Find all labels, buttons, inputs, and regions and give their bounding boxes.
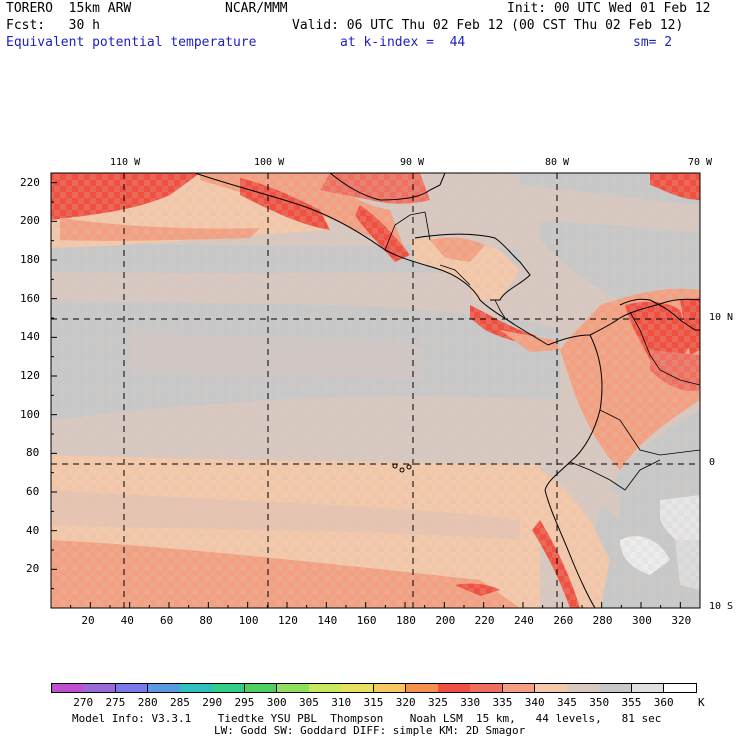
x-tick-label: 160 bbox=[356, 614, 377, 627]
colorbar-label: 350 bbox=[589, 696, 610, 709]
y-tick-label: 140 bbox=[20, 330, 40, 344]
x-tick-label: 120 bbox=[278, 614, 298, 627]
colorbar-label: 270 bbox=[73, 696, 94, 709]
colorbar-swatch bbox=[147, 683, 181, 693]
x-tick-label: 140 bbox=[317, 614, 338, 627]
colorbar-swatch bbox=[212, 683, 245, 693]
colorbar-swatch bbox=[180, 683, 213, 693]
colorbar-swatch bbox=[83, 683, 116, 693]
lon-label-100w: 100 W bbox=[254, 157, 285, 168]
colorbar-swatch bbox=[470, 683, 503, 693]
x-tick-label: 180 bbox=[396, 614, 416, 627]
field-name: Equivalent potential temperature bbox=[6, 35, 257, 50]
x-tick-label: 280 bbox=[592, 614, 613, 627]
y-tick-label: 180 bbox=[20, 253, 40, 266]
colorbar-unit: K bbox=[698, 696, 705, 709]
x-tick-label: 240 bbox=[514, 614, 534, 627]
plot-frame bbox=[50, 172, 701, 609]
y-tick-label: 40 bbox=[26, 523, 40, 537]
colorbar-label: 305 bbox=[299, 696, 319, 709]
country-borders bbox=[384, 211, 700, 491]
colorbar-label: 310 bbox=[331, 696, 352, 709]
physics-info: LW: Godd SW: Goddard DIFF: simple KM: 2D… bbox=[214, 724, 526, 737]
colorbar-label: 345 bbox=[557, 696, 577, 709]
axis-ticks bbox=[51, 182, 701, 608]
lat-label-0: 0 bbox=[709, 457, 716, 468]
colorbar-swatch bbox=[51, 683, 84, 693]
x-tick-label: 40 bbox=[120, 614, 134, 627]
colorbar-label: 315 bbox=[363, 696, 384, 709]
init-time: Init: 00 UTC Wed 01 Feb 12 bbox=[507, 1, 711, 16]
map-field bbox=[51, 173, 700, 608]
x-tick-label: 200 bbox=[435, 614, 456, 627]
colorbar-swatch bbox=[115, 683, 149, 693]
colorbar-label: 290 bbox=[202, 696, 223, 709]
colorbar-swatch bbox=[438, 683, 471, 693]
organization: NCAR/MMM bbox=[225, 1, 288, 16]
colorbar-label: 330 bbox=[460, 696, 481, 709]
y-tick-label: 200 bbox=[20, 214, 40, 228]
y-tick-label: 80 bbox=[26, 446, 40, 460]
model-info: Model Info: V3.3.1 Tiedtke YSU PBL Thomp… bbox=[72, 712, 662, 725]
x-tick-label: 100 bbox=[238, 614, 259, 627]
y-tick-label: 100 bbox=[20, 407, 40, 421]
x-tick-label: 20 bbox=[81, 614, 95, 627]
x-tick-label: 80 bbox=[199, 614, 213, 627]
lon-label-90w: 90 W bbox=[400, 157, 425, 168]
colorbar-label: 280 bbox=[137, 696, 158, 709]
colorbar-swatch bbox=[341, 683, 374, 693]
coastlines bbox=[194, 173, 700, 608]
y-tick-label: 120 bbox=[20, 369, 40, 382]
colorbar-label: 325 bbox=[428, 696, 448, 709]
lon-label-70w: 70 W bbox=[688, 157, 713, 168]
valid-time: Valid: 06 UTC Thu 02 Feb 12 (00 CST Thu … bbox=[292, 18, 684, 33]
y-tick-label: 20 bbox=[26, 562, 40, 576]
colorbar-swatch bbox=[309, 683, 342, 693]
colorbar-label: 300 bbox=[266, 696, 287, 709]
smoothing: sm= 2 bbox=[633, 35, 673, 50]
colorbar-label: 335 bbox=[492, 696, 513, 709]
colorbar-label: 340 bbox=[524, 696, 545, 709]
lon-label-80w: 80 W bbox=[545, 157, 570, 168]
colorbar-swatch bbox=[405, 683, 439, 693]
y-tick-label: 220 bbox=[20, 175, 40, 189]
x-tick-label: 320 bbox=[671, 614, 692, 627]
colorbar-swatch bbox=[534, 683, 568, 693]
colorbar-label: 275 bbox=[105, 696, 126, 709]
x-tick-label: 220 bbox=[474, 614, 495, 627]
colorbar-swatch bbox=[599, 683, 632, 693]
colorbar-label: 295 bbox=[234, 696, 255, 709]
colorbar-swatch bbox=[631, 683, 665, 693]
k-index: at k-index = 44 bbox=[340, 35, 466, 50]
lon-label-110w: 110 W bbox=[110, 157, 141, 168]
colorbar-swatch bbox=[373, 683, 407, 693]
lat-label-10n: 10 N bbox=[709, 312, 734, 323]
colorbar-swatch bbox=[276, 683, 310, 693]
colorbar-swatch bbox=[244, 683, 278, 693]
x-tick-label: 300 bbox=[632, 614, 652, 627]
colorbar-swatch bbox=[663, 683, 697, 693]
colorbar-label: 355 bbox=[621, 696, 642, 709]
colorbar-label: 320 bbox=[395, 696, 416, 709]
model-name: TORERO 15km ARW bbox=[6, 1, 132, 16]
colorbar-label: 360 bbox=[653, 696, 674, 709]
x-tick-label: 60 bbox=[160, 614, 174, 627]
forecast-hour: Fcst: 30 h bbox=[6, 18, 100, 33]
graticule bbox=[51, 173, 700, 608]
colorbar-label: 285 bbox=[170, 696, 190, 709]
y-tick-label: 160 bbox=[20, 291, 40, 305]
y-tick-label: 60 bbox=[26, 485, 40, 498]
x-tick-label: 260 bbox=[553, 614, 574, 627]
colorbar-swatch bbox=[567, 683, 600, 693]
lat-label-10s: 10 S bbox=[709, 601, 734, 612]
colorbar-swatch bbox=[502, 683, 536, 693]
